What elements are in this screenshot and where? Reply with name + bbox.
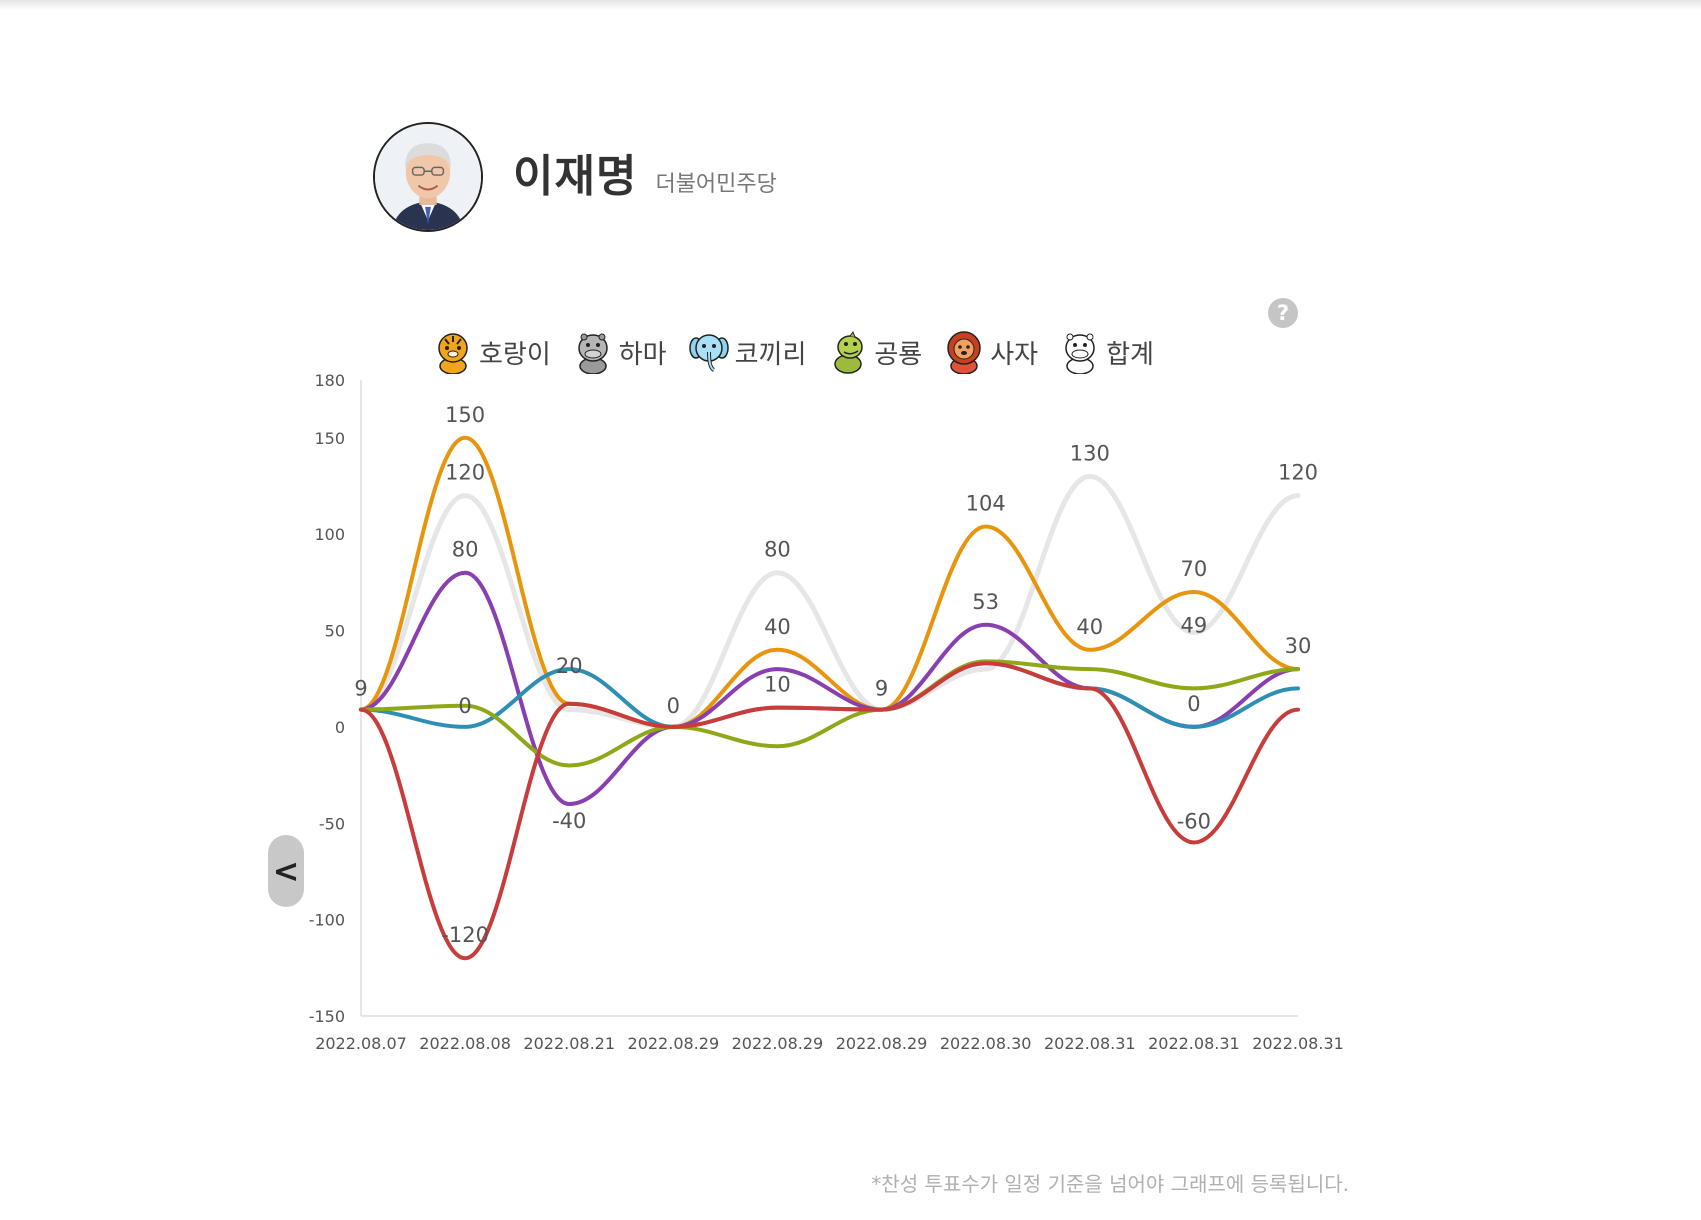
series-line-1 xyxy=(359,435,1300,729)
data-label: 150 xyxy=(445,403,485,427)
dinosaur-icon xyxy=(834,330,864,374)
total-icon xyxy=(1065,333,1095,374)
legend-item-tiger[interactable]: 호랑이 xyxy=(433,330,551,374)
data-label: 0 xyxy=(1187,692,1200,716)
data-label: 80 xyxy=(452,538,479,562)
data-label: 40 xyxy=(1076,615,1103,639)
x-tick-label: 2022.08.29 xyxy=(732,1034,824,1053)
y-tick-label: 180 xyxy=(314,371,345,390)
data-label: 40 xyxy=(764,615,791,639)
data-label: 49 xyxy=(1181,613,1208,637)
tiger-icon xyxy=(438,333,468,374)
x-tick-label: 2022.08.30 xyxy=(940,1034,1032,1053)
data-label: -40 xyxy=(552,809,586,833)
x-tick-label: 2022.08.31 xyxy=(1148,1034,1240,1053)
y-tick-label: 50 xyxy=(325,622,345,641)
prev-button[interactable]: < xyxy=(268,835,304,907)
chart-legend: 호랑이 하마 코끼리 공룡 xyxy=(433,330,1176,374)
data-label: 130 xyxy=(1070,441,1110,465)
legend-label: 하마 xyxy=(618,339,667,370)
help-icon[interactable]: ? xyxy=(1268,298,1298,328)
legend-item-lion[interactable]: 사자 xyxy=(944,330,1038,374)
data-label: 0 xyxy=(667,694,680,718)
legend-item-total[interactable]: 합계 xyxy=(1060,330,1154,374)
data-label: 70 xyxy=(1181,557,1208,581)
legend-label: 코끼리 xyxy=(734,339,807,370)
elephant-icon xyxy=(688,334,729,372)
y-tick-label: -100 xyxy=(309,911,345,930)
legend-item-elephant[interactable]: 코끼리 xyxy=(688,330,807,374)
data-label: 20 xyxy=(556,654,583,678)
data-label: 120 xyxy=(1278,461,1318,485)
hippo-icon xyxy=(578,333,608,374)
series-line-3 xyxy=(359,661,1300,729)
data-label: 53 xyxy=(972,590,999,614)
data-label: 30 xyxy=(1285,634,1312,658)
data-label: 10 xyxy=(764,673,791,697)
x-tick-label: 2022.08.21 xyxy=(523,1034,615,1053)
y-tick-label: -50 xyxy=(319,814,345,833)
x-tick-label: 2022.08.29 xyxy=(628,1034,720,1053)
legend-item-hippo[interactable]: 하마 xyxy=(573,330,667,374)
data-label: 120 xyxy=(445,461,485,485)
x-tick-label: 2022.08.08 xyxy=(419,1034,511,1053)
legend-label: 공룡 xyxy=(874,339,923,370)
series-line-0 xyxy=(358,473,1301,730)
avatar xyxy=(373,122,483,232)
series-line-4 xyxy=(359,659,1300,768)
data-label: -120 xyxy=(441,923,489,947)
data-label: 80 xyxy=(764,538,791,562)
legend-label: 호랑이 xyxy=(479,339,551,370)
series-line-5 xyxy=(359,661,1300,961)
x-tick-label: 2022.08.29 xyxy=(836,1034,928,1053)
candidate-name: 이재명 xyxy=(513,151,638,202)
lion-icon xyxy=(947,331,981,374)
y-tick-label: 100 xyxy=(314,525,345,544)
footnote: *찬성 투표수가 일정 기준을 넘어야 그래프에 등록됩니다. xyxy=(871,1172,1349,1196)
data-label: -60 xyxy=(1177,810,1211,834)
data-label: 9 xyxy=(875,677,888,701)
y-tick-label: -150 xyxy=(309,1007,345,1026)
x-tick-label: 2022.08.31 xyxy=(1252,1034,1344,1053)
data-label: 9 xyxy=(354,677,367,701)
legend-item-dinosaur[interactable]: 공룡 xyxy=(828,330,922,374)
top-shadow xyxy=(0,0,1701,10)
legend-label: 합계 xyxy=(1106,339,1154,370)
data-label: 104 xyxy=(966,491,1006,515)
x-tick-label: 2022.08.07 xyxy=(315,1034,407,1053)
party-name: 더불어민주당 xyxy=(655,172,777,197)
y-tick-label: 150 xyxy=(314,429,345,448)
data-label: 0 xyxy=(458,694,471,718)
avatar-portrait-icon xyxy=(375,124,481,230)
profile-header: 이재명 더불어민주당 xyxy=(373,120,777,234)
x-tick-label: 2022.08.31 xyxy=(1044,1034,1136,1053)
y-tick-label: 0 xyxy=(335,718,345,737)
legend-label: 사자 xyxy=(990,339,1039,370)
